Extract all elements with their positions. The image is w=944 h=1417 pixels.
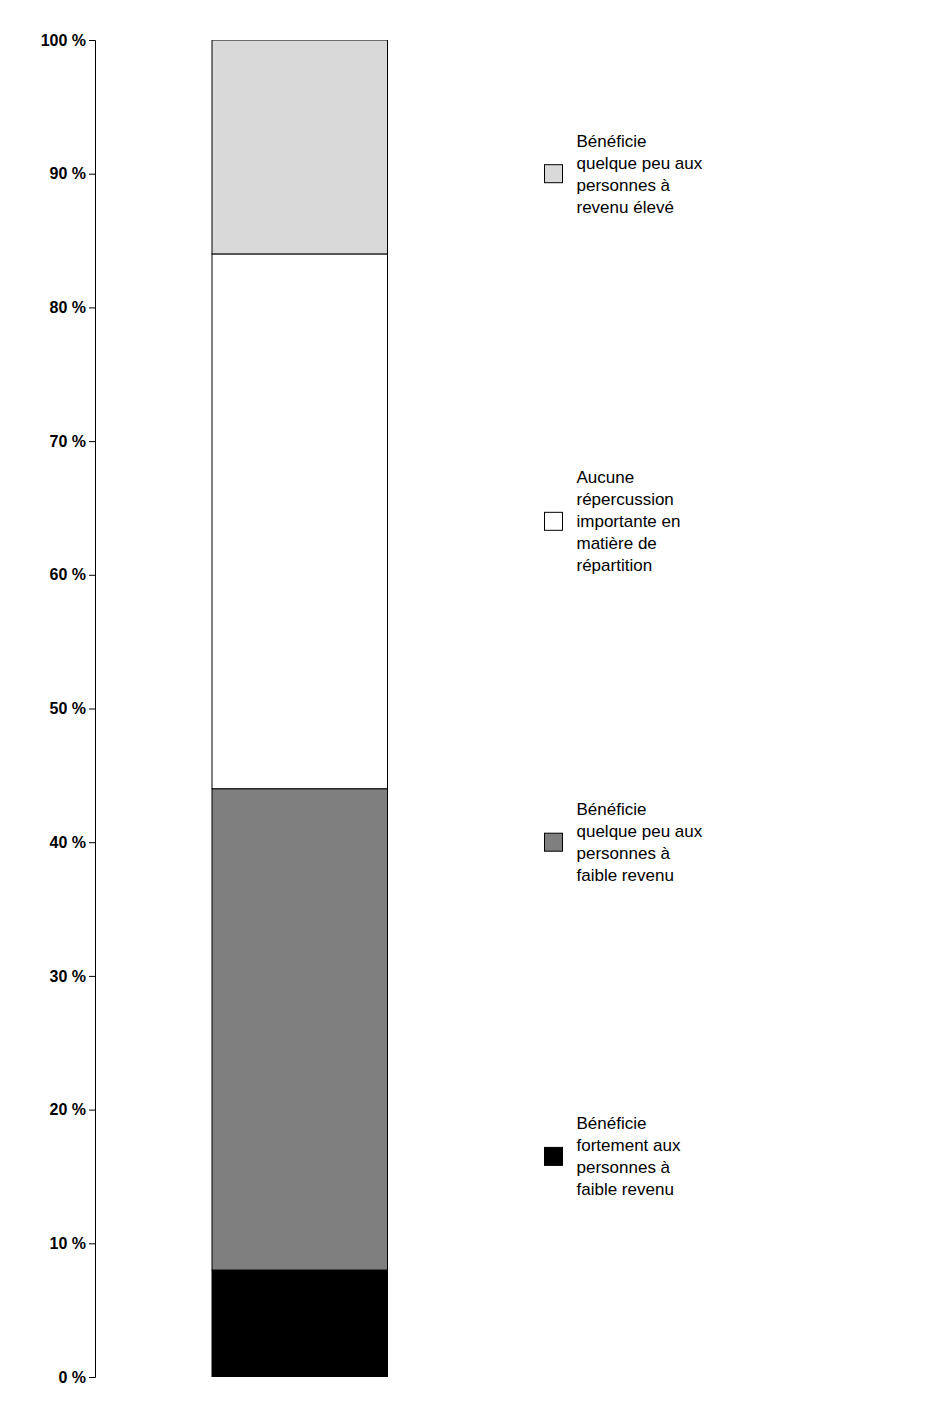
y-tick-label: 20 %	[50, 1101, 86, 1118]
y-tick: 60 %	[50, 566, 95, 583]
legend-label-line: personnes à	[577, 1158, 671, 1177]
y-tick: 50 %	[50, 700, 95, 717]
y-tick-label: 60 %	[50, 566, 86, 583]
y-tick-label: 100 %	[41, 32, 86, 49]
y-tick: 30 %	[50, 968, 95, 985]
legend-label-line: revenu élevé	[577, 198, 674, 217]
legend-label-line: matière de	[577, 534, 657, 553]
plot: 0 % 10 % 20 % 30 % 40 % 50 % 60 % 70 % 80 % 90 % 1…	[41, 32, 703, 1386]
legend-label-line: fortement aux	[577, 1136, 681, 1155]
y-tick: 70 %	[50, 433, 95, 450]
legend-item: Bénéficie quelque peu aux personnes à reven…	[545, 132, 703, 217]
bar-segment	[212, 789, 388, 1270]
y-tick-label: 50 %	[50, 700, 86, 717]
bars	[212, 40, 388, 1377]
bar-segment	[212, 40, 388, 254]
legend-label: Aucune répercussion importante en matière d…	[577, 468, 681, 575]
legend-label-line: Aucune	[577, 468, 635, 487]
y-tick-label: 30 %	[50, 968, 86, 985]
legend-label-line: Bénéficie	[577, 132, 647, 151]
y-axis: 0 % 10 % 20 % 30 % 40 % 50 % 60 % 70 % 80 % 90 % 1…	[41, 32, 96, 1386]
legend-label: Bénéficie fortement aux personnes à faible …	[577, 1114, 681, 1199]
series	[212, 40, 388, 254]
legend-label-line: Bénéficie	[577, 800, 647, 819]
y-tick: 10 %	[50, 1235, 95, 1252]
legend-swatch	[545, 1147, 563, 1165]
y-tick: 0 %	[58, 1369, 95, 1386]
y-tick-mark	[89, 842, 95, 843]
y-tick-mark	[89, 174, 95, 175]
y-tick: 80 %	[50, 299, 95, 316]
y-tick-mark	[89, 40, 95, 41]
y-tick: 20 %	[50, 1101, 95, 1118]
legend-swatch	[545, 165, 563, 183]
y-tick-label: 90 %	[50, 165, 86, 182]
series	[212, 789, 388, 1270]
y-tick-mark	[89, 1243, 95, 1244]
y-tick-mark	[89, 709, 95, 710]
y-tick-label: 70 %	[50, 433, 86, 450]
legend-label-line: quelque peu aux	[577, 154, 703, 173]
legend: Bénéficie quelque peu aux personnes à reven…	[545, 132, 703, 1200]
bar-segment	[212, 254, 388, 789]
y-tick: 100 %	[41, 32, 95, 49]
series	[212, 1270, 388, 1377]
y-tick-label: 10 %	[50, 1235, 86, 1252]
legend-swatch	[545, 833, 563, 851]
y-tick: 90 %	[50, 165, 95, 182]
legend-label-line: répartition	[577, 556, 653, 575]
legend-label-line: personnes à	[577, 176, 671, 195]
y-tick-mark	[89, 575, 95, 576]
legend-item: Aucune répercussion importante en matière d…	[545, 468, 681, 575]
legend-item: Bénéficie quelque peu aux personnes à faibl…	[545, 800, 703, 885]
legend-swatch	[545, 512, 563, 530]
bar-segment	[212, 1270, 388, 1377]
y-tick-label: 0 %	[58, 1369, 86, 1386]
legend-label-line: personnes à	[577, 844, 671, 863]
legend-label-line: Bénéficie	[577, 1114, 647, 1133]
legend-label-line: quelque peu aux	[577, 822, 703, 841]
chart: 0 % 10 % 20 % 30 % 40 % 50 % 60 % 70 % 80 % 90 % 1…	[0, 0, 944, 1417]
y-tick-label: 80 %	[50, 299, 86, 316]
legend-label: Bénéficie quelque peu aux personnes à reven…	[577, 132, 703, 217]
y-tick-label: 40 %	[50, 834, 86, 851]
y-tick-mark	[89, 976, 95, 977]
y-tick-mark	[89, 1377, 95, 1378]
legend-item: Bénéficie fortement aux personnes à faible …	[545, 1114, 681, 1199]
y-tick-mark	[89, 441, 95, 442]
legend-label-line: répercussion	[577, 490, 674, 509]
legend-label: Bénéficie quelque peu aux personnes à faibl…	[577, 800, 703, 885]
series	[212, 254, 388, 789]
legend-label-line: importante en	[577, 512, 681, 531]
legend-label-line: faible revenu	[577, 866, 674, 885]
legend-label-line: faible revenu	[577, 1180, 674, 1199]
y-tick-mark	[89, 1110, 95, 1111]
y-tick: 40 %	[50, 834, 95, 851]
y-tick-mark	[89, 307, 95, 308]
y-axis-line	[89, 41, 96, 1378]
